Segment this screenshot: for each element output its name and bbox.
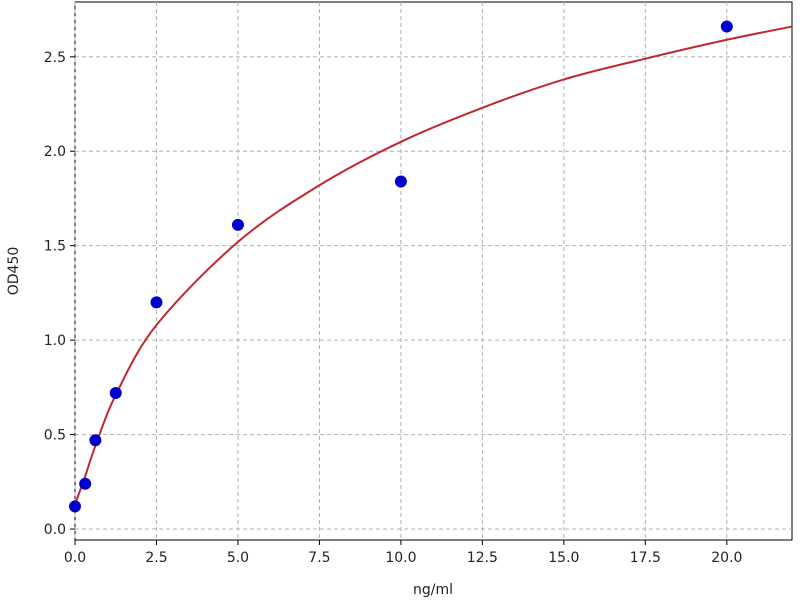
y-tick-label: 1.5 (44, 239, 66, 255)
y-tick-label: 2.5 (44, 50, 66, 66)
data-point (89, 434, 102, 447)
y-tick-label: 2.0 (44, 144, 66, 160)
data-point (79, 477, 92, 490)
y-tick-label: 0.5 (44, 428, 66, 444)
x-tick-label: 20.0 (711, 550, 742, 566)
data-point (720, 20, 733, 33)
fit-curve (74, 25, 793, 505)
fit-curve-line (74, 25, 793, 505)
ticks: 0.0 2.5 5.0 7.5 10.0 12.5 15.0 17.5 20.0 0.0 0.5 1.… (44, 50, 743, 566)
x-tick-label: 0.0 (64, 550, 86, 566)
data-point (231, 218, 244, 231)
data-point (394, 175, 407, 188)
x-tick-label: 2.5 (145, 550, 167, 566)
y-axis-label: OD450 (6, 247, 22, 296)
x-tick-label: 10.0 (385, 550, 416, 566)
plot-area (74, 1, 793, 541)
y-tick-label: 0.0 (44, 522, 66, 538)
x-tick-label: 12.5 (467, 550, 498, 566)
x-tick-label: 5.0 (227, 550, 249, 566)
data-point (109, 387, 122, 400)
data-points (69, 20, 733, 513)
data-point (69, 500, 81, 513)
x-tick-label: 7.5 (308, 550, 330, 566)
grid (74, 2, 792, 540)
y-tick-label: 1.0 (44, 333, 66, 349)
x-tick-label: 17.5 (630, 550, 661, 566)
data-point (150, 296, 163, 309)
x-tick-label: 15.0 (548, 550, 579, 566)
x-axis-label: ng/ml (413, 582, 453, 598)
